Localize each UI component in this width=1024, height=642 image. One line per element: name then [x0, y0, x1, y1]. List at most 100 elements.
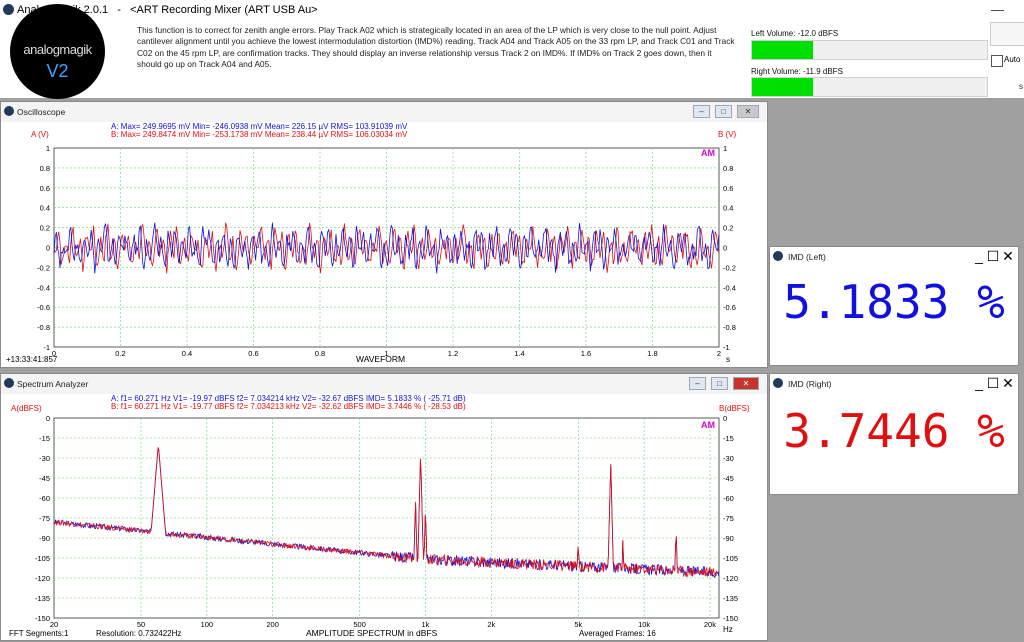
header-button-top[interactable]: [990, 22, 1024, 46]
imd-left-maximize-button[interactable]: ☐: [986, 248, 1000, 264]
spectrum-y-tick-left: -30: [39, 454, 50, 463]
imd-left-title-bar[interactable]: IMD (Left) _ ☐ ✕: [770, 247, 1018, 267]
oscilloscope-y-tick-right: -0.6: [723, 303, 736, 312]
oscilloscope-x-tick: 1: [384, 349, 388, 358]
oscilloscope-y-tick-left: 0.4: [40, 204, 50, 213]
oscilloscope-left-axis-label: A (V): [31, 130, 49, 139]
imd-right-window[interactable]: IMD (Right) _ ☐ ✕ 3.7446 %: [769, 373, 1019, 495]
oscilloscope-x-tick: 0.6: [248, 349, 258, 358]
left-volume-label: Left Volume: -12.0 dBFS: [751, 29, 839, 38]
imd-right-close-button[interactable]: ✕: [1002, 375, 1014, 391]
oscilloscope-x-tick: 2: [717, 349, 721, 358]
oscilloscope-trace-a: [53, 222, 720, 274]
imd-left-close-button[interactable]: ✕: [1002, 248, 1014, 264]
oscilloscope-x-tick: 0.2: [115, 349, 125, 358]
oscilloscope-y-tick-left: -0.4: [37, 283, 50, 292]
spectrum-title-bar[interactable]: Spectrum Analyzer – □ ✕: [1, 374, 767, 394]
imd-left-title: IMD (Left): [788, 252, 826, 262]
spectrum-y-tick-left: -75: [39, 514, 50, 523]
oscilloscope-y-tick-left: 0: [46, 244, 50, 253]
spectrum-y-tick-right: -30: [723, 454, 734, 463]
oscilloscope-y-tick-right: 0.2: [723, 224, 733, 233]
spectrum-y-tick-right: -45: [723, 474, 734, 483]
imd-right-maximize-button[interactable]: ☐: [986, 375, 1000, 391]
spectrum-y-tick-right: -75: [723, 514, 734, 523]
imd-left-icon: [773, 251, 783, 261]
spectrum-x-tick: 50: [137, 620, 145, 629]
app-icon: [3, 4, 14, 15]
oscilloscope-x-tick: 0.8: [315, 349, 325, 358]
imd-right-title-bar[interactable]: IMD (Right) _ ☐ ✕: [770, 374, 1018, 394]
oscilloscope-maximize-button[interactable]: □: [715, 105, 732, 118]
imd-left-minimize-button[interactable]: _: [975, 248, 983, 264]
oscilloscope-close-button[interactable]: ✕: [737, 105, 759, 118]
spectrum-analyzer-window[interactable]: Spectrum Analyzer – □ ✕ 0 0 -15 -15 -30 -30 -4…: [0, 373, 768, 641]
oscilloscope-y-tick-right: 0: [723, 244, 727, 253]
oscilloscope-x-tick: 0: [52, 349, 56, 358]
oscilloscope-y-tick-right: -0.2: [723, 263, 736, 272]
oscilloscope-y-tick-right: -0.8: [723, 323, 736, 332]
oscilloscope-grid: [53, 147, 720, 348]
auto-label: Auto: [1004, 55, 1021, 64]
spectrum-y-tick-left: -135: [35, 594, 50, 603]
fft-resolution: Resolution: 0.732422Hz: [96, 629, 181, 638]
imd-right-title: IMD (Right): [788, 379, 832, 389]
spectrum-minimize-button[interactable]: –: [689, 377, 706, 390]
spectrum-right-axis-label: B(dBFS): [719, 404, 750, 413]
oscilloscope-right-axis-label: B (V): [718, 130, 737, 139]
oscilloscope-y-tick-left: 0.2: [40, 224, 50, 233]
minimize-main-button[interactable]: —: [991, 2, 1004, 17]
spectrum-left-axis-label: A(dBFS): [11, 404, 42, 413]
imd-left-window[interactable]: IMD (Left) _ ☐ ✕ 5.1833 %: [769, 246, 1019, 366]
oscilloscope-x-tick: 1.8: [647, 349, 657, 358]
spectrum-x-tick: 20k: [704, 620, 716, 629]
instructions-text: This function is to correct for zenith a…: [137, 25, 735, 70]
spectrum-y-tick-left: -120: [35, 574, 50, 583]
spectrum-y-tick-right: -90: [723, 534, 734, 543]
spectrum-y-tick-left: -105: [35, 554, 50, 563]
spectrum-y-tick-left: 0: [46, 414, 50, 423]
spectrum-x-tick: 5k: [574, 620, 582, 629]
oscilloscope-readout-b: B: Max= 249.8474 mV Min= -253.1738 mV Me…: [111, 130, 408, 139]
oscilloscope-y-tick-right: -1: [723, 343, 730, 352]
oscilloscope-y-tick-left: 0.8: [40, 164, 50, 173]
spectrum-y-tick-left: -150: [35, 614, 50, 623]
spectrum-x-tick: 20: [50, 620, 58, 629]
spectrum-y-tick-right: -135: [723, 594, 738, 603]
spectrum-x-tick: 500: [353, 620, 366, 629]
spectrum-x-tick: 100: [201, 620, 214, 629]
header-panel: This function is to correct for zenith a…: [0, 22, 1024, 98]
fft-segments: FFT Segments:1: [9, 629, 69, 638]
analogmagik-logo: analogmagik V2: [10, 4, 105, 99]
averaged-frames: Averaged Frames: 16: [579, 629, 656, 638]
oscilloscope-y-tick-left: 1: [46, 144, 50, 153]
left-volume-fill: [752, 41, 814, 59]
spectrum-plot[interactable]: 0 0 -15 -15 -30 -30 -45 -45 -60 -60 -75 -75 -90 -90 -1…: [1, 394, 767, 640]
oscilloscope-window-icon: [4, 106, 14, 116]
oscilloscope-am-label: AM: [701, 148, 715, 158]
oscilloscope-x-tick: 1.2: [448, 349, 458, 358]
imd-right-minimize-button[interactable]: _: [975, 375, 983, 391]
oscilloscope-window[interactable]: Oscilloscope – □ ✕ 1 1 0.8 0.8 0.6 0.6 0.4 0.4 0…: [0, 101, 768, 368]
right-volume-label: Right Volume: -11.9 dBFS: [751, 67, 843, 76]
oscilloscope-title-bar[interactable]: Oscilloscope – □ ✕: [1, 102, 767, 122]
spectrum-ticks: 0 0 -15 -15 -30 -30 -45 -45 -60 -60 -75 -75 -90 -90 -1…: [35, 414, 738, 629]
oscilloscope-x-tick: 1.4: [514, 349, 524, 358]
spectrum-title: Spectrum Analyzer: [17, 379, 89, 389]
oscilloscope-plot[interactable]: 1 1 0.8 0.8 0.6 0.6 0.4 0.4 0.2 0.2 0 0 -0.2 -0.2 -0.4…: [1, 122, 767, 367]
spectrum-close-button[interactable]: ✕: [733, 377, 759, 390]
spectrum-x-unit: Hz: [723, 625, 733, 634]
oscilloscope-y-tick-right: 0.6: [723, 184, 733, 193]
auto-checkbox[interactable]: [991, 55, 1003, 67]
right-volume-meter: [751, 77, 988, 97]
oscilloscope-y-tick-right: 1: [723, 144, 727, 153]
oscilloscope-timestamp: +13:33:41:857: [6, 355, 58, 364]
spectrum-y-tick-right: -150: [723, 614, 738, 623]
spectrum-maximize-button[interactable]: □: [711, 377, 728, 390]
oscilloscope-minimize-button[interactable]: –: [693, 105, 710, 118]
oscilloscope-y-tick-left: -0.8: [37, 323, 50, 332]
spectrum-x-tick: 10k: [638, 620, 650, 629]
spectrum-y-tick-right: -15: [723, 434, 734, 443]
oscilloscope-y-tick-left: -0.2: [37, 263, 50, 272]
spectrum-traces: [53, 447, 720, 579]
